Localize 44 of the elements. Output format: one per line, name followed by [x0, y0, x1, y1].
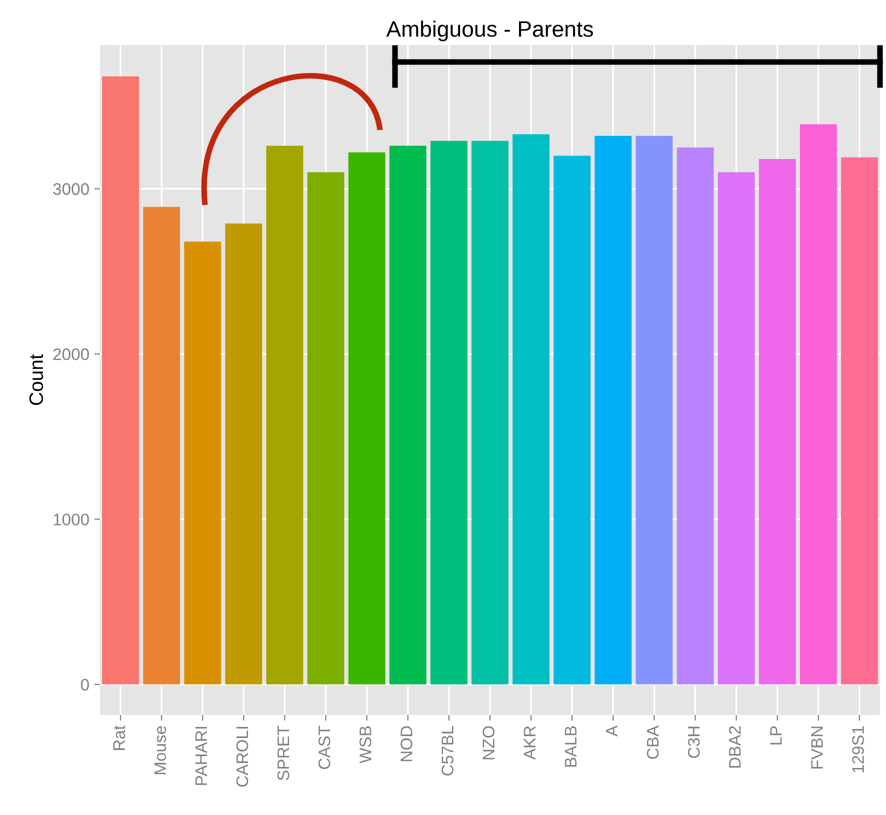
- x-tick-label: DBA2: [728, 726, 741, 768]
- y-tick-label: 0: [80, 678, 89, 691]
- x-tick-label: AKR: [524, 726, 536, 760]
- x-tick-label: Mouse: [154, 726, 166, 774]
- x-tick-label: NOD: [400, 726, 412, 762]
- bar: [184, 242, 222, 684]
- bar: [800, 124, 837, 684]
- bar: [389, 146, 426, 684]
- x-tick-label: C3H: [688, 726, 700, 758]
- bar: [676, 147, 714, 684]
- x-tick-label: CBA: [646, 725, 659, 759]
- bar: [102, 76, 139, 684]
- x-tick-label: BALB: [564, 726, 576, 767]
- x-tick-label: Rat: [113, 726, 125, 750]
- bar: [718, 172, 755, 684]
- x-tick-label: CAROLI: [236, 726, 248, 787]
- y-tick-label: 1000: [54, 514, 89, 526]
- bar: [266, 146, 304, 684]
- chart-title: Ambiguous - Parents: [386, 20, 593, 42]
- bar: [143, 206, 180, 684]
- y-tick-label: 3000: [53, 183, 89, 195]
- bar: [307, 172, 344, 684]
- bar: [225, 223, 262, 684]
- bar: [512, 134, 550, 684]
- bar: [594, 136, 632, 684]
- x-tick-label: CAST: [318, 726, 330, 770]
- bar: [472, 140, 508, 684]
- x-tick-label: SPRET: [277, 726, 290, 780]
- x-tick-label: PAHARI: [195, 726, 207, 785]
- bar: [554, 156, 591, 684]
- x-tick-label: FVBN: [811, 726, 823, 768]
- y-tick-label: 2000: [53, 348, 89, 360]
- bar: [758, 159, 796, 684]
- x-tick-label: C57BL: [442, 726, 454, 776]
- bar: [841, 157, 878, 684]
- x-tick-label: LP: [770, 726, 782, 744]
- x-tick-label: NZO: [482, 726, 494, 760]
- bar: [430, 140, 468, 684]
- x-tick-label: WSB: [360, 726, 372, 764]
- x-tick-label: 129S1: [852, 726, 864, 772]
- bar: [636, 136, 673, 684]
- bar: [348, 152, 386, 684]
- x-tick-label: A: [606, 725, 618, 736]
- y-axis-title: Count: [29, 354, 44, 405]
